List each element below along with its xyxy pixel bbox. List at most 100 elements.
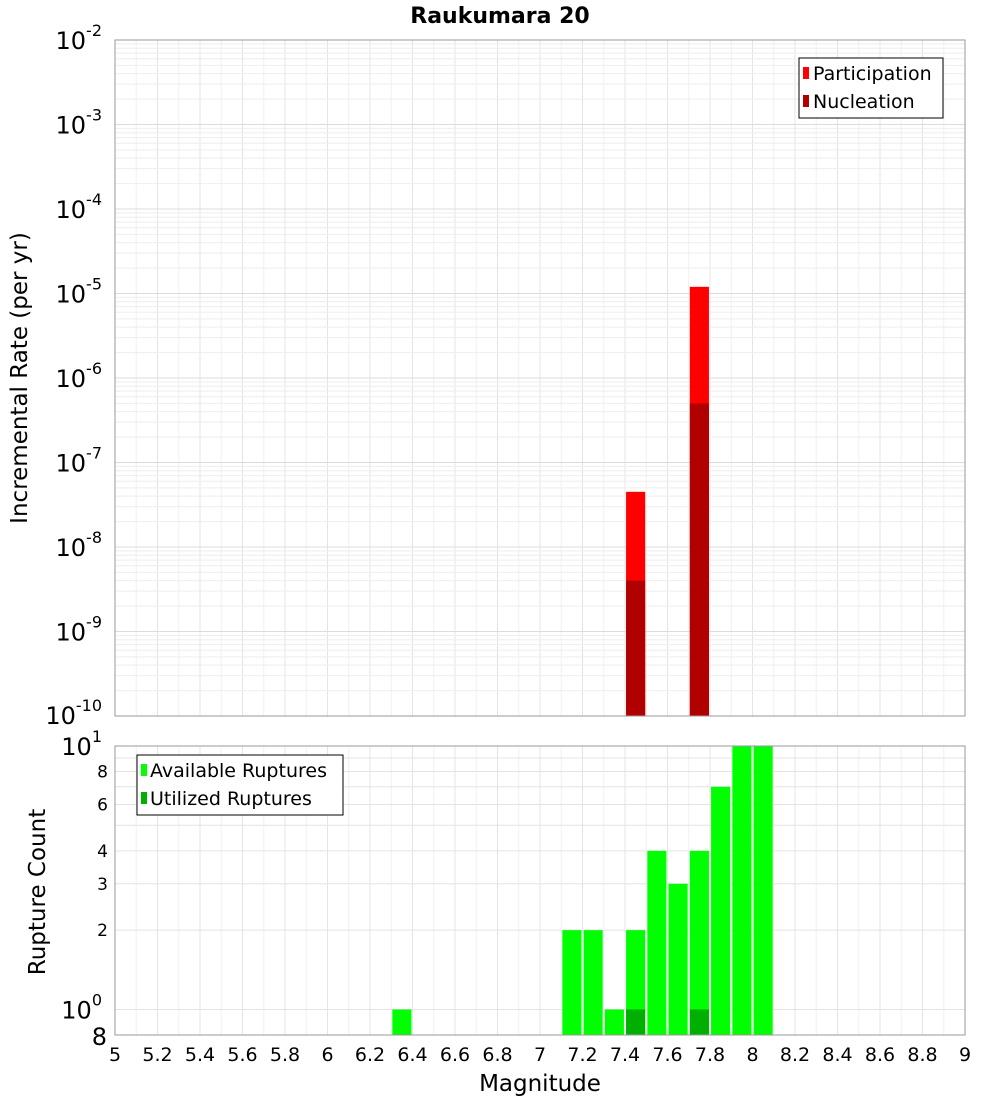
bar-utilized-ruptures [626,1009,646,1035]
tick-base: 10 [56,365,87,393]
legend-label-utilized: Utilized Ruptures [150,788,312,810]
rate-y-tick-label: 10-2 [56,21,103,55]
count-y-axis-label: Rupture Count [25,809,51,975]
tick-exponent: -10 [76,696,102,715]
legend-label-available: Available Ruptures [150,760,327,782]
rate-grid [114,40,966,717]
tick-exponent: -3 [86,106,102,125]
tick-exponent: -5 [86,275,102,294]
tick-base: 10 [61,996,92,1024]
legend-swatch-utilized [141,792,147,804]
bar-available-ruptures [583,930,603,1035]
tick-base: 10 [56,281,87,309]
count-bars [392,746,773,1035]
count-y-minor-tick-label: 4 [97,842,108,862]
x-tick-label: 8 [746,1044,758,1066]
rate-y-tick-label: 10-10 [45,696,102,730]
legend-swatch-nucleation [803,95,809,107]
x-axis-label: Magnitude [479,1071,601,1097]
x-tick-label: 6.2 [355,1044,385,1066]
count-y-minor-tick-label: 3 [97,875,108,895]
tick-base: 10 [61,733,92,761]
legend-label-participation: Participation [813,63,932,85]
rate-y-tick-label: 10-8 [56,528,103,562]
x-tick-label: 8.2 [780,1044,810,1066]
x-tick-label: 5.8 [270,1044,300,1066]
magnitude-x-ticks: 5 5.2 5.4 5.6 5.8 6 6.2 6.4 6.6 6.8 7 7.2 7.4 7.6 7.8 8… [109,1044,971,1066]
rate-y-tick-label: 10-4 [56,190,103,224]
x-tick-label: 5 [109,1044,121,1066]
legend-swatch-participation [803,67,809,79]
tick-exponent: -4 [86,190,102,209]
tick-base: 10 [56,27,87,55]
count-y-tick-label: 101 [61,727,102,761]
x-tick-label: 6.4 [397,1044,427,1066]
x-tick-label: 8.8 [907,1044,937,1066]
rate-legend-box [798,57,944,119]
count-y-minor-tick-label: 6 [97,795,108,815]
count-y-minor-tick-label: 8 [97,763,108,783]
tick-base: 10 [56,619,87,647]
x-tick-label: 6 [321,1044,333,1066]
rate-y-tick-label: 10-5 [56,275,103,309]
x-tick-label: 7.6 [652,1044,682,1066]
x-tick-label: 7 [534,1044,546,1066]
legend-label-nucleation: Nucleation [813,91,915,113]
tick-exponent: -8 [86,528,102,547]
x-tick-label: 8.4 [822,1044,852,1066]
x-tick-label: 9 [959,1044,971,1066]
rate-y-tick-label: 10-3 [56,106,103,140]
bar-available-ruptures [392,1009,412,1035]
bar-available-ruptures [732,746,752,1035]
count-y-tick-label: 100 [61,990,102,1024]
count-y-minor-tick-label: 2 [97,921,108,941]
tick-base: 8 [92,1023,107,1051]
bar-available-ruptures [689,850,709,1035]
count-legend: Available Ruptures Utilized Ruptures [136,754,344,816]
rate-y-tick-label: 10-6 [56,359,103,393]
count-plot-border [114,745,966,1036]
tick-base: 10 [56,196,87,224]
bar-available-ruptures [626,930,646,1035]
rate-legend: Participation Nucleation [798,57,944,119]
x-tick-label: 6.8 [482,1044,512,1066]
bar-utilized-ruptures [689,1009,709,1035]
tick-exponent: -6 [86,359,102,378]
bar-available-ruptures [711,786,731,1035]
rate-y-tick-label: 10-7 [56,444,103,478]
bar-available-ruptures [604,1009,624,1035]
rate-y-axis-label: Incremental Rate (per yr) [7,232,33,524]
x-tick-label: 7.4 [610,1044,640,1066]
count-legend-box [136,754,344,816]
rate-y-tick-label: 10-9 [56,613,103,647]
legend-swatch-available [141,764,147,776]
bar-available-ruptures [647,850,667,1035]
bar-available-ruptures [753,746,773,1035]
x-tick-label: 5.2 [142,1044,172,1066]
x-tick-label: 5.6 [227,1044,257,1066]
tick-base: 10 [56,534,87,562]
tick-exponent: -2 [86,21,102,40]
tick-exponent: 1 [92,727,102,746]
x-tick-label: 7.2 [567,1044,597,1066]
tick-base: 10 [56,450,87,478]
bar-available-ruptures [562,930,582,1035]
x-tick-label: 8.6 [865,1044,895,1066]
tick-exponent: 0 [92,990,102,1009]
x-tick-label: 7.8 [695,1044,725,1066]
rate-plot-border [114,39,966,717]
count-y-tick-label: 8 [92,1023,107,1051]
tick-exponent: -7 [86,444,102,463]
rate-y-ticks: 10-210-310-410-510-610-710-810-910-10 [45,21,102,730]
bar-available-ruptures [668,883,688,1035]
bar-nucleation [689,403,709,716]
tick-base: 10 [56,112,87,140]
tick-base: 10 [45,702,76,730]
chart-title: Raukumara 20 [410,4,589,29]
rate-panel: 10-210-310-410-510-610-710-810-910-10 In… [7,21,966,730]
tick-exponent: -9 [86,613,102,632]
bar-nucleation [626,580,646,716]
